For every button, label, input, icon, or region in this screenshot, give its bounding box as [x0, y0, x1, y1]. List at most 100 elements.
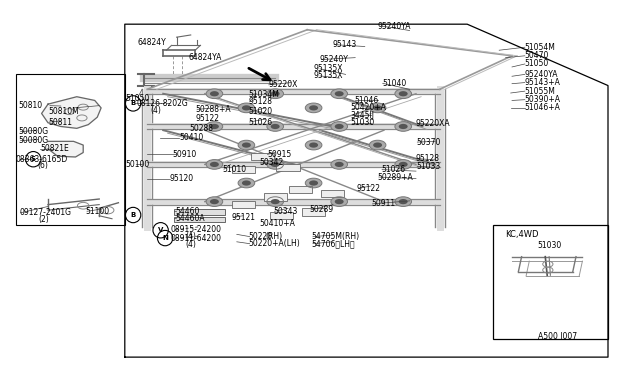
Text: 95120: 95120: [170, 174, 194, 183]
Text: 50342: 50342: [259, 158, 284, 167]
Text: 50420+A: 50420+A: [351, 103, 387, 112]
Circle shape: [373, 142, 382, 148]
Circle shape: [210, 124, 219, 129]
Text: (2): (2): [38, 215, 49, 224]
Text: 50470: 50470: [525, 51, 549, 60]
Text: 51020: 51020: [248, 108, 273, 116]
Text: 54460A: 54460A: [175, 214, 205, 223]
Circle shape: [399, 162, 408, 167]
Text: 50390+A: 50390+A: [525, 95, 561, 104]
Circle shape: [267, 122, 284, 131]
Circle shape: [309, 105, 318, 110]
Text: 54706（LH）: 54706（LH）: [312, 239, 355, 248]
Text: 54705M(RH): 54705M(RH): [312, 232, 360, 241]
Text: 50410: 50410: [179, 133, 204, 142]
Text: 95240Y: 95240Y: [320, 55, 349, 64]
Text: 08126-8202G: 08126-8202G: [136, 99, 188, 108]
Circle shape: [309, 142, 318, 148]
Text: 08911-64200: 08911-64200: [170, 234, 221, 243]
Circle shape: [331, 122, 348, 131]
Circle shape: [331, 160, 348, 169]
Text: 95128: 95128: [416, 154, 440, 163]
Text: 50289: 50289: [310, 205, 334, 214]
Text: (6): (6): [37, 161, 48, 170]
Text: 50080G: 50080G: [18, 136, 48, 145]
Text: 95240YA: 95240YA: [525, 70, 558, 79]
Polygon shape: [42, 97, 101, 128]
Text: 54460: 54460: [175, 207, 200, 216]
Bar: [264, 193, 287, 201]
Circle shape: [267, 89, 284, 99]
Circle shape: [399, 124, 408, 129]
Text: 50100: 50100: [125, 160, 150, 169]
Circle shape: [267, 197, 284, 206]
Circle shape: [271, 91, 280, 96]
Circle shape: [331, 197, 348, 206]
Text: 50370: 50370: [416, 138, 440, 147]
Circle shape: [242, 105, 251, 110]
Text: (4): (4): [186, 240, 196, 249]
Bar: [174, 209, 225, 215]
Text: 50220: 50220: [248, 232, 273, 241]
Circle shape: [305, 103, 322, 113]
Text: 51034M: 51034M: [248, 90, 279, 99]
Circle shape: [305, 178, 322, 188]
Text: 50810M: 50810M: [48, 107, 79, 116]
Text: 51040: 51040: [383, 79, 407, 88]
Circle shape: [335, 199, 344, 204]
Circle shape: [206, 89, 223, 99]
Text: 64824YA: 64824YA: [189, 53, 222, 62]
Bar: [493, 225, 608, 339]
Text: 95240YA: 95240YA: [378, 22, 411, 31]
Text: V: V: [158, 227, 163, 233]
Circle shape: [395, 197, 412, 206]
Text: 50288: 50288: [189, 124, 214, 133]
Text: 50910: 50910: [173, 150, 197, 159]
Circle shape: [271, 199, 280, 204]
Text: 64824Y: 64824Y: [138, 38, 166, 47]
Bar: [174, 217, 225, 222]
Text: 51046+A: 51046+A: [525, 103, 561, 112]
Text: (4): (4): [150, 106, 161, 115]
Polygon shape: [48, 141, 83, 157]
Text: 50220+A(LH): 50220+A(LH): [248, 239, 300, 248]
Text: 51100: 51100: [85, 207, 109, 216]
Circle shape: [210, 162, 219, 167]
Bar: [302, 208, 325, 216]
Text: 51055M: 51055M: [525, 87, 556, 96]
Text: 95220X: 95220X: [269, 80, 298, 89]
Text: 95220XA: 95220XA: [416, 119, 451, 128]
Text: 95122: 95122: [196, 114, 220, 123]
Circle shape: [395, 89, 412, 99]
Text: 3445IJ: 3445IJ: [351, 111, 375, 120]
Bar: [16, 74, 125, 225]
Text: 95143+A: 95143+A: [525, 78, 561, 87]
Text: 51033: 51033: [416, 162, 440, 171]
Bar: [321, 190, 344, 197]
Circle shape: [271, 162, 280, 167]
Text: (RH): (RH): [266, 232, 283, 241]
Circle shape: [331, 89, 348, 99]
Circle shape: [399, 91, 408, 96]
Circle shape: [238, 103, 255, 113]
Circle shape: [271, 124, 280, 129]
Text: (4): (4): [186, 232, 196, 241]
Text: 50915: 50915: [268, 150, 292, 159]
Circle shape: [210, 91, 219, 96]
Circle shape: [373, 105, 382, 110]
Text: 95135X: 95135X: [314, 71, 343, 80]
Circle shape: [395, 122, 412, 131]
Text: A500 I007: A500 I007: [538, 332, 577, 341]
Text: 50911: 50911: [371, 199, 396, 208]
Circle shape: [369, 140, 386, 150]
Text: 50811: 50811: [48, 118, 72, 126]
Circle shape: [335, 124, 344, 129]
Circle shape: [395, 160, 412, 169]
Text: 08915-24200: 08915-24200: [170, 225, 221, 234]
Text: KC,4WD: KC,4WD: [506, 230, 539, 239]
Text: 08363-6165D: 08363-6165D: [16, 155, 68, 164]
Circle shape: [206, 197, 223, 206]
Circle shape: [305, 140, 322, 150]
Text: B: B: [131, 100, 136, 106]
Circle shape: [242, 180, 251, 186]
